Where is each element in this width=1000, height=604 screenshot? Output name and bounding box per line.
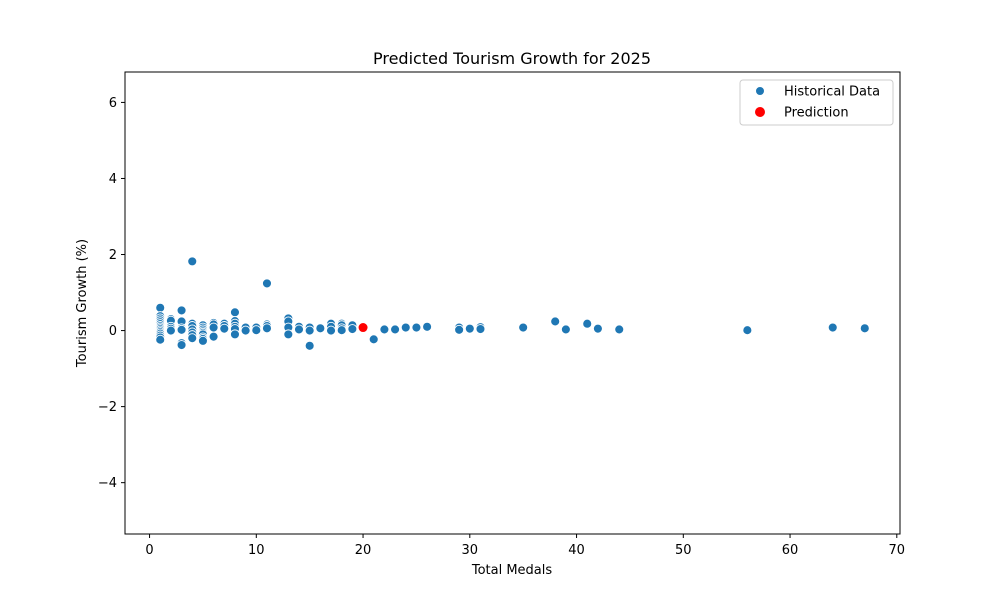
chart-title: Predicted Tourism Growth for 2025	[373, 49, 651, 68]
data-point	[230, 329, 240, 340]
x-tick-label: 40	[568, 543, 585, 558]
data-point	[454, 324, 465, 335]
x-tick-label: 50	[675, 543, 692, 558]
data-point	[165, 325, 176, 336]
y-tick-label: 6	[109, 96, 117, 111]
plot-area: 0 10 20 30 40 50 60 70 −4 −2 0 2 4 6	[98, 71, 906, 558]
data-point	[582, 318, 593, 329]
y-tick-label: −4	[98, 476, 117, 491]
data-point	[592, 323, 603, 334]
y-tick-label: 2	[109, 248, 117, 263]
data-point	[176, 340, 187, 350]
data-point	[368, 334, 379, 345]
x-tick-label: 20	[355, 543, 372, 558]
data-point	[155, 302, 166, 313]
data-point	[197, 335, 208, 346]
y-tick-label: 0	[109, 324, 117, 339]
data-point	[550, 316, 561, 327]
data-point	[304, 340, 315, 351]
legend-label: Prediction	[784, 106, 849, 121]
x-tick-label: 0	[145, 543, 153, 558]
legend-marker	[755, 107, 765, 117]
data-point	[518, 322, 529, 333]
data-point	[294, 324, 304, 335]
y-tick-label: −2	[98, 400, 117, 415]
x-tick-label: 10	[248, 543, 265, 558]
data-point	[859, 323, 870, 334]
data-point	[187, 333, 198, 344]
data-point	[283, 329, 294, 340]
prediction-point	[358, 323, 368, 333]
series-prediction	[358, 323, 368, 333]
data-point	[315, 323, 326, 334]
data-point	[304, 325, 315, 336]
data-point	[400, 322, 411, 333]
legend-label: Historical Data	[784, 85, 880, 100]
data-point	[336, 325, 347, 336]
data-point	[614, 324, 625, 335]
legend-marker	[756, 87, 764, 95]
data-point	[411, 322, 422, 333]
y-tick-label: 4	[109, 172, 117, 187]
legend: Historical Data Prediction	[739, 79, 894, 126]
data-point	[176, 305, 187, 316]
data-point	[464, 323, 475, 334]
data-point	[422, 321, 433, 332]
data-point	[176, 324, 187, 335]
data-point	[208, 322, 219, 333]
x-tick-label: 60	[782, 543, 799, 558]
x-tick-label: 30	[462, 543, 479, 558]
data-point	[475, 324, 486, 334]
x-axis-label: Total Medals	[471, 563, 553, 578]
data-point	[219, 323, 230, 334]
data-point	[390, 324, 401, 335]
y-axis-label: Tourism Growth (%)	[75, 239, 90, 368]
data-point	[262, 323, 272, 334]
data-point	[326, 325, 336, 336]
x-tick-label: 70	[889, 543, 906, 558]
data-point	[827, 322, 838, 333]
data-point	[155, 334, 166, 345]
data-point	[742, 325, 753, 336]
data-point	[208, 331, 219, 342]
plot-frame	[124, 71, 901, 535]
data-point	[379, 324, 390, 335]
data-point	[187, 256, 198, 267]
data-point	[262, 278, 272, 289]
series-historical-data	[155, 256, 870, 351]
data-point	[230, 307, 240, 318]
legend-box	[739, 79, 894, 126]
data-point	[347, 324, 358, 334]
data-point	[560, 324, 571, 335]
data-point	[251, 325, 262, 336]
data-point	[240, 325, 251, 336]
